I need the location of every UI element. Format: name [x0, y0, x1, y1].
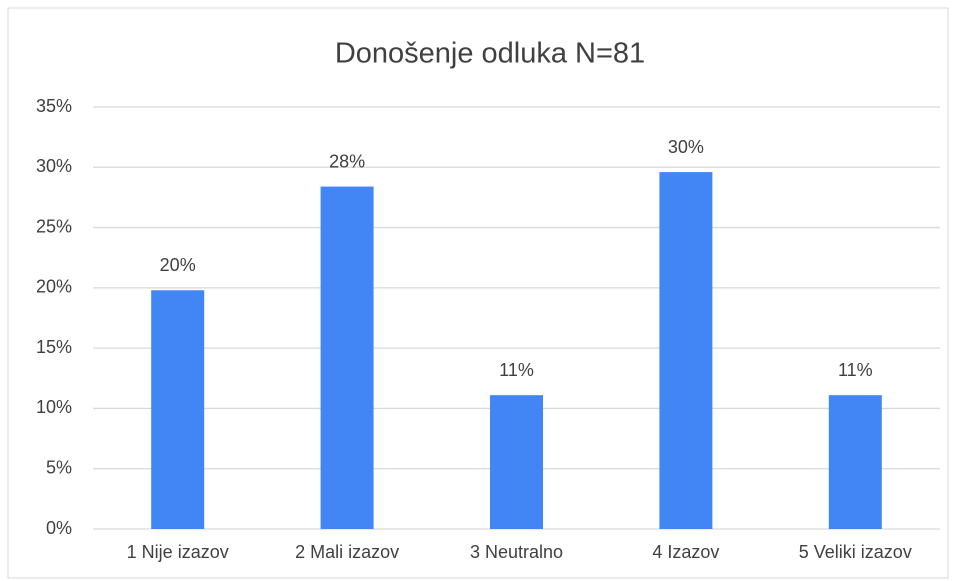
bar: [151, 290, 205, 529]
y-tick-label: 15%: [36, 337, 72, 357]
chart-border: [7, 7, 949, 579]
y-tick-label: 25%: [36, 216, 72, 236]
x-tick-label: 3 Neutralno: [470, 542, 563, 562]
y-tick-label: 10%: [36, 397, 72, 417]
y-tick-label: 20%: [36, 277, 72, 297]
bar: [490, 395, 543, 529]
data-label: 20%: [160, 255, 196, 275]
chart-title: Donošenje odluka N=81: [335, 38, 645, 70]
data-label: 30%: [668, 137, 704, 157]
y-tick-label: 5%: [46, 457, 72, 477]
bar: [320, 186, 374, 529]
data-label: 11%: [838, 360, 873, 380]
y-tick-label: 30%: [36, 156, 72, 176]
bar: [828, 395, 882, 529]
x-tick-label: 4 Izazov: [652, 542, 719, 562]
data-label: 11%: [499, 360, 534, 380]
x-tick-label: 5 Veliki izazov: [799, 542, 912, 562]
x-tick-label: 1 Nije izazov: [127, 542, 229, 562]
data-label: 28%: [329, 151, 365, 171]
x-tick-label: 2 Mali izazov: [295, 542, 399, 562]
y-tick-label: 35%: [36, 96, 72, 116]
y-tick-label: 0%: [46, 518, 72, 538]
bar: [659, 172, 713, 529]
